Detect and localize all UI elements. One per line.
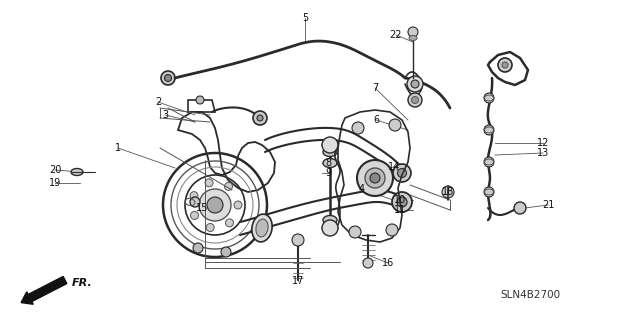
Circle shape (190, 192, 198, 200)
Circle shape (207, 197, 223, 213)
Circle shape (196, 96, 204, 104)
Text: 8: 8 (325, 158, 331, 168)
Text: 12: 12 (537, 138, 549, 148)
Circle shape (257, 115, 263, 121)
Circle shape (193, 243, 203, 253)
Ellipse shape (71, 168, 83, 175)
Circle shape (484, 187, 494, 197)
Circle shape (164, 75, 172, 81)
Circle shape (397, 197, 407, 207)
Text: 20: 20 (49, 165, 61, 175)
Text: 6: 6 (373, 115, 379, 125)
Text: FR.: FR. (72, 278, 93, 288)
Circle shape (411, 80, 419, 88)
Circle shape (412, 97, 419, 103)
Text: 17: 17 (292, 276, 304, 286)
Circle shape (205, 179, 213, 187)
Circle shape (407, 76, 423, 92)
Text: 10: 10 (394, 195, 406, 205)
Circle shape (408, 27, 418, 37)
Circle shape (393, 164, 411, 182)
Ellipse shape (409, 35, 417, 41)
Circle shape (352, 122, 364, 134)
Circle shape (365, 168, 385, 188)
Text: 22: 22 (390, 30, 403, 40)
Circle shape (502, 62, 508, 68)
Ellipse shape (256, 219, 268, 237)
Text: 4: 4 (359, 184, 365, 194)
Ellipse shape (323, 216, 337, 225)
Circle shape (397, 168, 406, 177)
Circle shape (161, 71, 175, 85)
Circle shape (514, 202, 526, 214)
Ellipse shape (323, 159, 337, 167)
Text: 1: 1 (115, 143, 121, 153)
Circle shape (498, 58, 512, 72)
Text: 16: 16 (382, 258, 394, 268)
Ellipse shape (252, 214, 272, 242)
Text: 7: 7 (372, 83, 378, 93)
Circle shape (253, 111, 267, 125)
Circle shape (206, 224, 214, 232)
Circle shape (199, 189, 231, 221)
Text: 18: 18 (442, 187, 454, 197)
Text: SLN4B2700: SLN4B2700 (500, 290, 560, 300)
Text: 13: 13 (537, 148, 549, 158)
Circle shape (484, 125, 494, 135)
Circle shape (221, 247, 231, 257)
Text: 14: 14 (388, 162, 400, 172)
Text: 3: 3 (162, 110, 168, 120)
Circle shape (349, 226, 361, 238)
FancyArrow shape (21, 277, 67, 304)
Circle shape (357, 160, 393, 196)
Circle shape (389, 119, 401, 131)
Circle shape (370, 173, 380, 183)
Text: 2: 2 (155, 97, 161, 107)
Circle shape (225, 219, 234, 227)
Circle shape (322, 137, 338, 153)
Circle shape (292, 234, 304, 246)
Circle shape (363, 258, 373, 268)
Circle shape (442, 186, 454, 198)
Circle shape (484, 157, 494, 167)
Circle shape (484, 93, 494, 103)
Text: 15: 15 (196, 203, 208, 213)
Circle shape (190, 197, 200, 207)
Circle shape (234, 201, 242, 209)
Circle shape (392, 192, 412, 212)
Circle shape (408, 93, 422, 107)
Text: 21: 21 (542, 200, 554, 210)
Text: 19: 19 (49, 178, 61, 188)
Text: 11: 11 (394, 205, 406, 215)
Circle shape (191, 211, 198, 219)
Text: 5: 5 (302, 13, 308, 23)
Circle shape (225, 182, 232, 190)
Circle shape (386, 224, 398, 236)
Ellipse shape (323, 147, 337, 157)
Text: 9: 9 (325, 168, 331, 178)
Circle shape (322, 220, 338, 236)
